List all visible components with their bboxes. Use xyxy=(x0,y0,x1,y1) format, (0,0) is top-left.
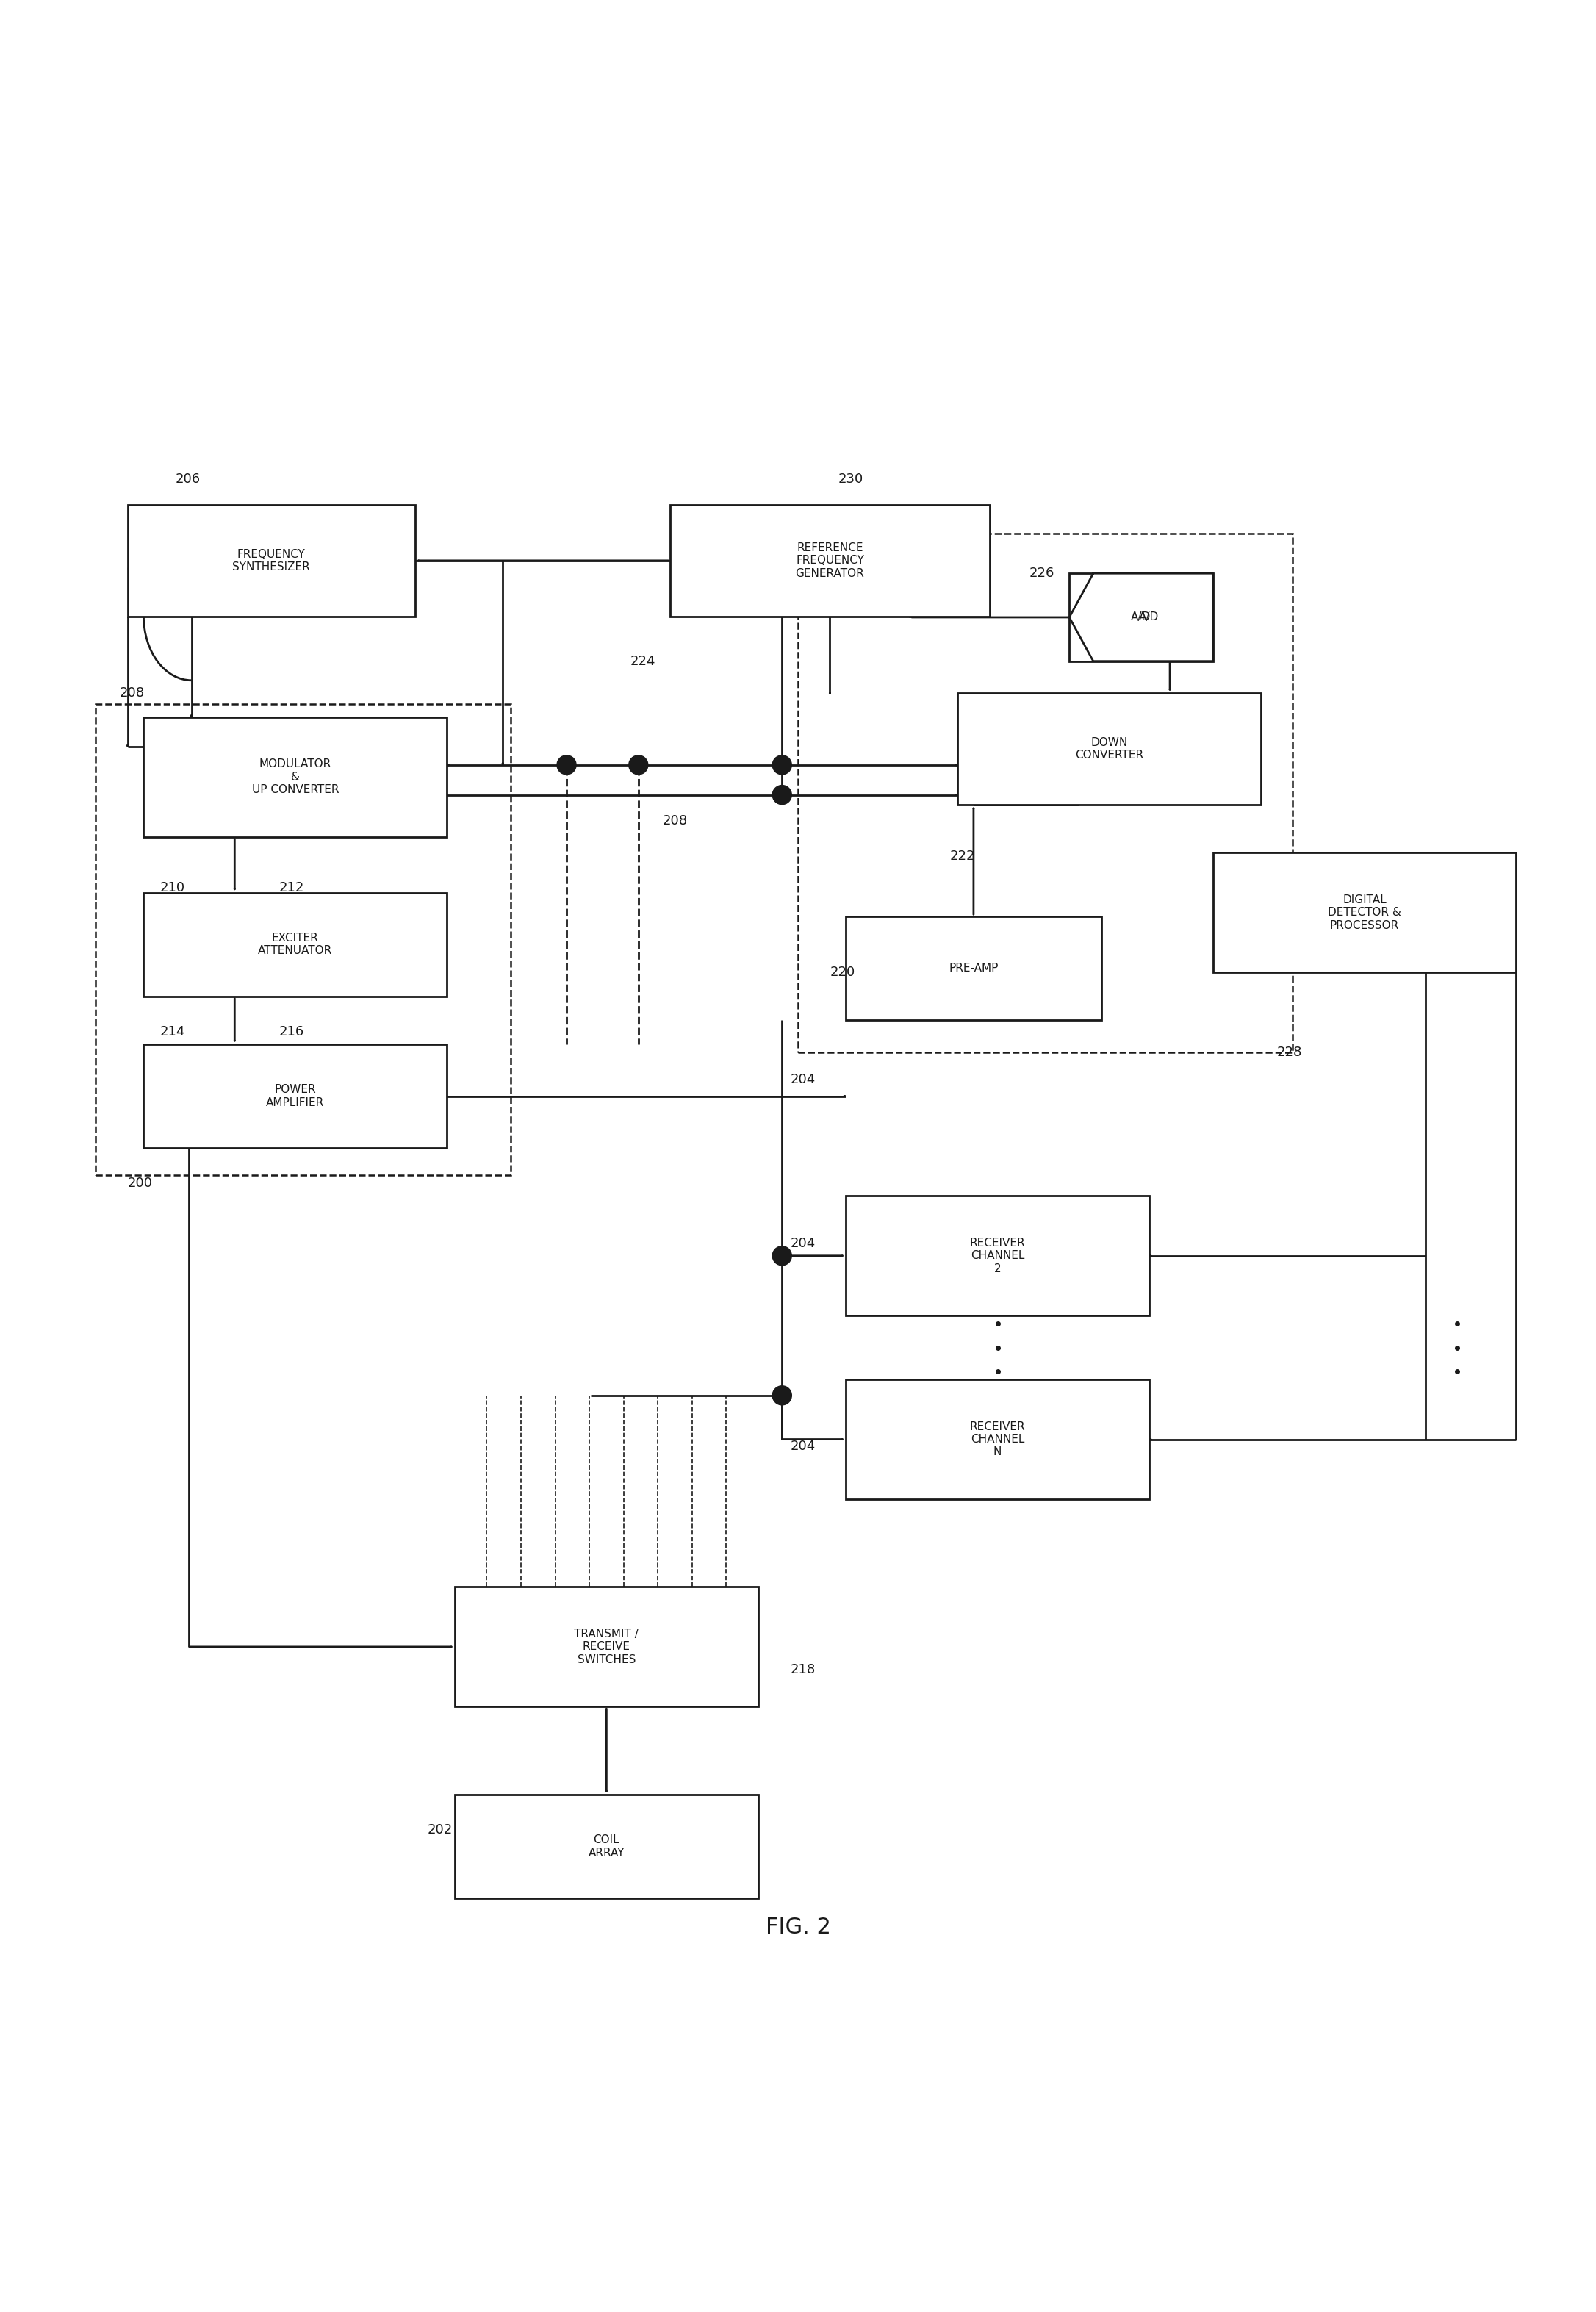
FancyBboxPatch shape xyxy=(670,504,990,617)
Text: 214: 214 xyxy=(160,1024,185,1038)
Text: A/D: A/D xyxy=(1140,613,1159,622)
Text: COIL
ARRAY: COIL ARRAY xyxy=(589,1833,624,1859)
Text: 204: 204 xyxy=(790,1440,816,1454)
FancyBboxPatch shape xyxy=(144,1045,447,1149)
Text: 208: 208 xyxy=(662,814,688,828)
Text: EXCITER
ATTENUATOR: EXCITER ATTENUATOR xyxy=(259,932,332,957)
Text: TRANSMIT /
RECEIVE
SWITCHES: TRANSMIT / RECEIVE SWITCHES xyxy=(575,1628,638,1665)
Circle shape xyxy=(772,1246,792,1265)
Text: A/D: A/D xyxy=(1132,613,1151,622)
Text: DIGITAL
DETECTOR &
PROCESSOR: DIGITAL DETECTOR & PROCESSOR xyxy=(1328,895,1401,932)
Text: 204: 204 xyxy=(790,1237,816,1251)
Text: 224: 224 xyxy=(630,654,656,668)
Text: 208: 208 xyxy=(120,687,145,701)
Text: 220: 220 xyxy=(830,966,855,978)
FancyBboxPatch shape xyxy=(128,504,415,617)
Circle shape xyxy=(557,756,576,775)
FancyBboxPatch shape xyxy=(846,916,1101,1020)
Text: 218: 218 xyxy=(790,1662,816,1676)
Text: 228: 228 xyxy=(1277,1045,1302,1059)
FancyBboxPatch shape xyxy=(144,717,447,837)
Text: RECEIVER
CHANNEL
N: RECEIVER CHANNEL N xyxy=(970,1422,1025,1457)
Text: 216: 216 xyxy=(279,1024,305,1038)
Circle shape xyxy=(772,756,792,775)
Text: RECEIVER
CHANNEL
2: RECEIVER CHANNEL 2 xyxy=(970,1237,1025,1274)
Circle shape xyxy=(772,786,792,805)
Text: MODULATOR
&
UP CONVERTER: MODULATOR & UP CONVERTER xyxy=(252,758,338,795)
FancyBboxPatch shape xyxy=(846,1380,1149,1498)
Text: 210: 210 xyxy=(160,881,185,895)
Text: PRE-AMP: PRE-AMP xyxy=(948,962,999,973)
Text: DOWN
CONVERTER: DOWN CONVERTER xyxy=(1076,738,1143,761)
Text: 230: 230 xyxy=(838,472,863,486)
Text: REFERENCE
FREQUENCY
GENERATOR: REFERENCE FREQUENCY GENERATOR xyxy=(795,543,865,578)
Text: FIG. 2: FIG. 2 xyxy=(766,1917,830,1937)
FancyBboxPatch shape xyxy=(846,1195,1149,1316)
Text: 202: 202 xyxy=(428,1822,453,1836)
Circle shape xyxy=(629,756,648,775)
Text: 222: 222 xyxy=(950,849,975,862)
FancyBboxPatch shape xyxy=(455,1794,758,1898)
Text: 226: 226 xyxy=(1029,566,1055,580)
Text: 206: 206 xyxy=(176,472,201,486)
Text: POWER
AMPLIFIER: POWER AMPLIFIER xyxy=(267,1084,324,1107)
FancyBboxPatch shape xyxy=(958,694,1261,805)
Polygon shape xyxy=(1069,573,1213,661)
FancyBboxPatch shape xyxy=(144,892,447,996)
Text: 212: 212 xyxy=(279,881,305,895)
Text: FREQUENCY
SYNTHESIZER: FREQUENCY SYNTHESIZER xyxy=(233,548,310,573)
FancyBboxPatch shape xyxy=(455,1586,758,1706)
Text: 200: 200 xyxy=(128,1177,153,1191)
Circle shape xyxy=(772,1385,792,1406)
Text: 204: 204 xyxy=(790,1073,816,1087)
FancyBboxPatch shape xyxy=(1069,573,1213,661)
FancyBboxPatch shape xyxy=(1213,853,1516,973)
